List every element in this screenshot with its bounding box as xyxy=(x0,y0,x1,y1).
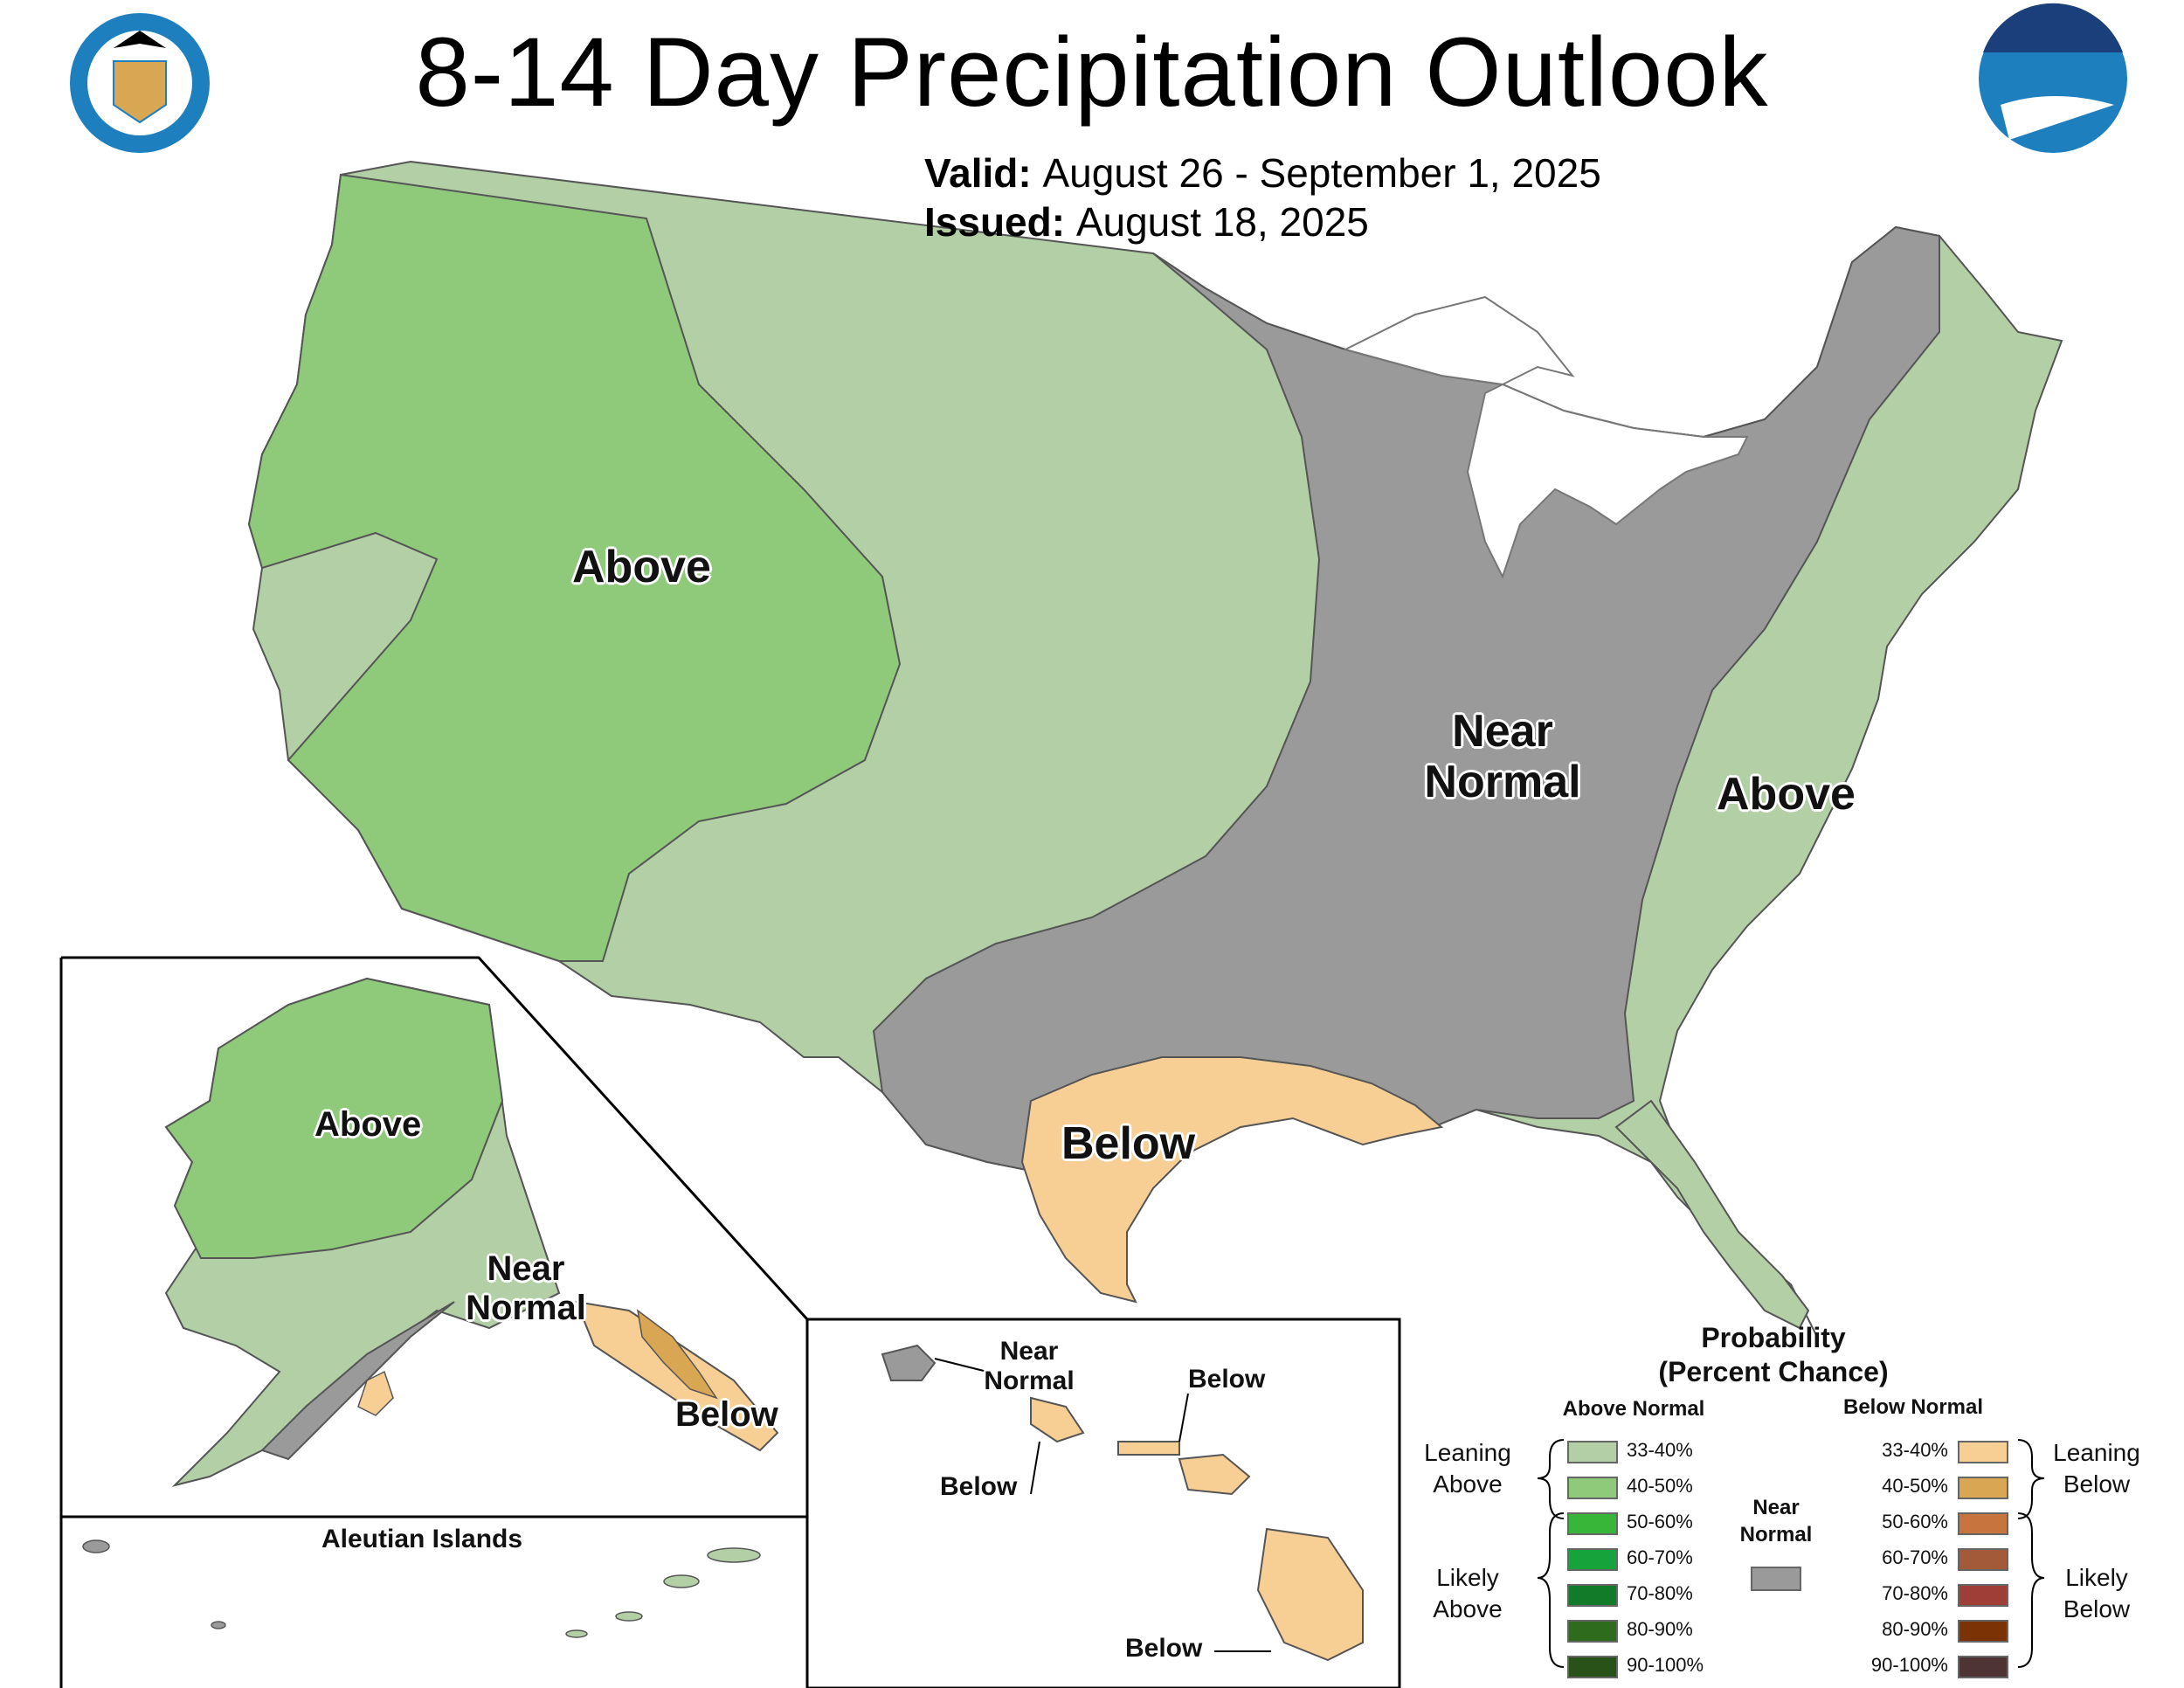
legend-below-label-5: 80-90% xyxy=(1882,1618,1948,1640)
label-alaska-below: Below xyxy=(675,1395,778,1434)
big-island xyxy=(1256,1527,1364,1662)
legend-below-label-1: 40-50% xyxy=(1882,1475,1948,1497)
legend-above-header: Above Normal xyxy=(1562,1397,1705,1421)
legend-below-swatch-2 xyxy=(1958,1512,2008,1535)
legend-above-label-1: 40-50% xyxy=(1627,1475,1693,1497)
legend-above-label-0: 33-40% xyxy=(1627,1439,1693,1461)
legend-likely-above: Likely Above xyxy=(1433,1564,1503,1623)
legend-below-label-6: 90-100% xyxy=(1870,1654,1948,1676)
brace-leaning-above xyxy=(1537,1439,1565,1519)
label-conus-above-west: Above xyxy=(572,542,711,592)
legend-above-label-6: 90-100% xyxy=(1627,1654,1704,1676)
kodiak-island xyxy=(357,1370,394,1416)
issued-value: August 18, 2025 xyxy=(1075,199,1369,245)
legend-below-swatches xyxy=(1958,1441,2008,1678)
valid-value: August 26 - September 1, 2025 xyxy=(1042,150,1601,196)
valid-label: Valid: xyxy=(924,150,1032,196)
legend-leaning-above: Leaning Above xyxy=(1424,1439,1511,1498)
legend-above-swatch-1 xyxy=(1567,1477,1618,1499)
legend-below-label-2: 50-60% xyxy=(1882,1511,1948,1532)
label-hawaii-near-normal: Near Normal xyxy=(984,1337,1075,1395)
legend-below-swatch-5 xyxy=(1958,1620,2008,1643)
aleutian-west-islands xyxy=(82,1539,226,1629)
legend-title-line2: (Percent Chance) xyxy=(1658,1356,1889,1388)
conus-below-texas-region xyxy=(1020,1056,1444,1304)
label-alaska-above: Above xyxy=(314,1105,422,1144)
brace-likely-above xyxy=(1537,1512,1565,1668)
molokai-island xyxy=(1117,1441,1180,1456)
legend-near-normal-label: Near Normal xyxy=(1739,1496,1813,1547)
legend-below-header: Below Normal xyxy=(1842,1395,1984,1419)
maui-island xyxy=(1178,1453,1251,1496)
legend-title: Probability (Percent Chance) xyxy=(1616,1321,1931,1389)
legend-above-swatches xyxy=(1567,1441,1618,1678)
legend-above-swatch-6 xyxy=(1567,1656,1618,1678)
legend-above-label-5: 80-90% xyxy=(1627,1618,1693,1640)
legend-above-swatch-0 xyxy=(1567,1441,1618,1463)
legend-likely-below: Likely Below xyxy=(2063,1564,2131,1623)
legend-below-swatch-3 xyxy=(1958,1548,2008,1571)
legend-above-swatch-4 xyxy=(1567,1584,1618,1607)
legend-above-swatch-5 xyxy=(1567,1620,1618,1643)
label-conus-above-east: Above xyxy=(1717,769,1856,820)
legend-below-label-4: 70-80% xyxy=(1882,1582,1948,1604)
legend-below-swatch-0 xyxy=(1958,1441,2008,1463)
alaska-near-normal-region xyxy=(260,1301,455,1461)
legend-above-swatch-3 xyxy=(1567,1548,1618,1571)
doc-seal-logo xyxy=(70,13,210,153)
legend-below-swatch-1 xyxy=(1958,1477,2008,1499)
aleutian-island-chain xyxy=(565,1547,761,1638)
label-aleutian-islands: Aleutian Islands xyxy=(321,1525,523,1553)
kauai-island xyxy=(881,1344,936,1381)
legend-below-swatch-6 xyxy=(1958,1656,2008,1678)
legend-below-label-0: 33-40% xyxy=(1882,1439,1948,1461)
legend-below-swatch-4 xyxy=(1958,1584,2008,1607)
issued-label: Issued: xyxy=(924,199,1066,245)
conus-above-west-region xyxy=(247,173,902,962)
valid-dates: Valid: August 26 - September 1, 2025 Iss… xyxy=(924,149,1601,246)
legend-above-swatch-2 xyxy=(1567,1512,1618,1535)
label-conus-near-normal: Near Normal xyxy=(1424,706,1581,808)
hawaii-inset-frame xyxy=(805,1318,1401,1688)
hawaii-below-maui-leader xyxy=(1178,1393,1189,1442)
label-conus-below-texas: Below xyxy=(1061,1118,1196,1169)
great-lakes xyxy=(1343,295,1749,579)
page-title: 8-14 Day Precipitation Outlook xyxy=(415,17,1769,127)
label-hawaii-below-oahu: Below xyxy=(940,1472,1018,1501)
legend-above-label-4: 70-80% xyxy=(1627,1582,1693,1604)
legend-above-label-2: 50-60% xyxy=(1627,1511,1693,1532)
alaska-panhandle-darker-below xyxy=(636,1309,718,1400)
brace-leaning-below xyxy=(2017,1439,2045,1519)
label-alaska-near-normal: Near Normal xyxy=(466,1249,586,1327)
hawaii-below-oahu-leader xyxy=(1030,1441,1040,1495)
legend-near-normal-swatch xyxy=(1751,1567,1801,1591)
label-hawaii-below-big-island: Below xyxy=(1125,1634,1203,1663)
alaska-above-region xyxy=(164,977,504,1259)
label-hawaii-below-maui: Below xyxy=(1188,1365,1266,1394)
florida-region xyxy=(1614,1099,1810,1330)
legend-below-label-3: 60-70% xyxy=(1882,1546,1948,1568)
legend-title-line1: Probability xyxy=(1701,1322,1846,1353)
brace-likely-below xyxy=(2017,1512,2045,1668)
oahu-island xyxy=(1030,1396,1085,1443)
legend-leaning-below: Leaning Below xyxy=(2053,1439,2140,1498)
hawaii-near-normal-leader xyxy=(934,1358,988,1373)
legend-above-label-3: 60-70% xyxy=(1627,1546,1693,1568)
noaa-logo xyxy=(1979,3,2127,153)
